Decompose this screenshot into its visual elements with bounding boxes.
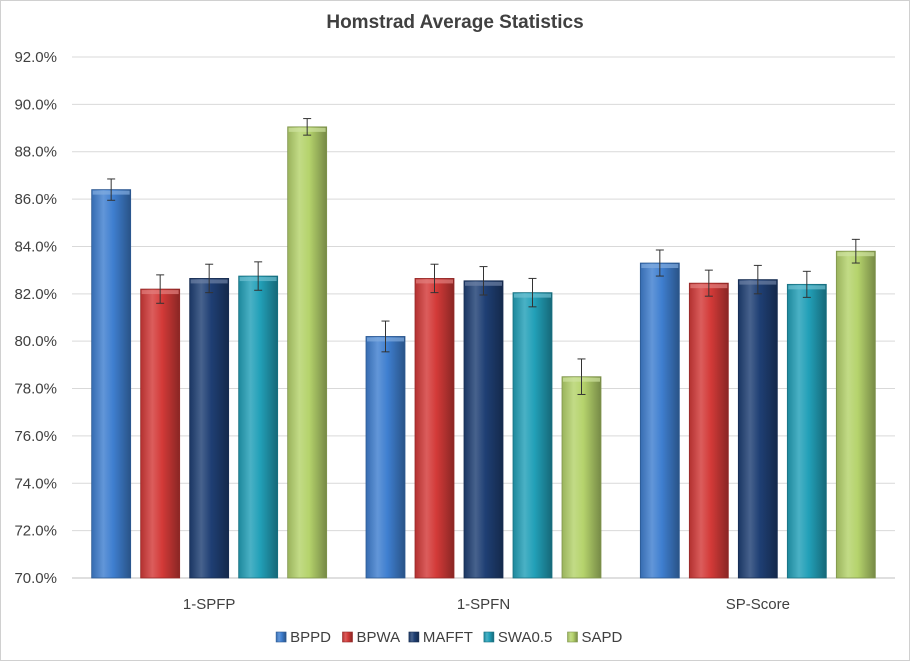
error-bar bbox=[753, 264, 762, 295]
bar-swa0-5-1-spfn bbox=[512, 292, 553, 579]
legend-swatch bbox=[567, 631, 578, 643]
x-axis-categories: 1-SPFP 1-SPFN SP-Score bbox=[183, 596, 790, 613]
error-bar bbox=[205, 263, 214, 294]
bar-bppd-sp-score bbox=[639, 262, 680, 579]
bar-bpwa-sp-score bbox=[688, 282, 729, 579]
legend-label: SWA0.5 bbox=[498, 629, 552, 646]
y-tick-label: 90.0% bbox=[14, 96, 57, 113]
y-tick-label: 70.0% bbox=[14, 570, 57, 587]
bar-swa0-5-1-spfp bbox=[238, 275, 279, 579]
legend-item-sapd: SAPD bbox=[567, 629, 623, 646]
error-bar bbox=[851, 238, 860, 264]
legend-label: SAPD bbox=[582, 629, 623, 646]
error-bar bbox=[479, 266, 488, 296]
bar-mafft-1-spfn bbox=[463, 280, 504, 579]
bar-bppd-1-spfn bbox=[365, 336, 406, 579]
x-category-label: 1-SPFP bbox=[183, 596, 236, 613]
bar-sapd-sp-score bbox=[835, 250, 876, 579]
bar-mafft-1-spfp bbox=[189, 278, 230, 579]
y-tick-label: 84.0% bbox=[14, 238, 57, 255]
y-tick-label: 92.0% bbox=[14, 49, 57, 66]
error-bar bbox=[156, 274, 165, 304]
y-axis-ticks: 70.0% 72.0% 74.0% 76.0% 78.0% 80.0% 82.0% 84.0%… bbox=[14, 49, 57, 587]
legend-item-bpwa: BPWA bbox=[342, 629, 401, 646]
legend-swatch bbox=[408, 631, 420, 643]
error-bar bbox=[107, 178, 116, 201]
chart-title: Homstrad Average Statistics bbox=[326, 12, 584, 33]
y-tick-label: 82.0% bbox=[14, 286, 57, 303]
bar-bppd-1-spfp bbox=[91, 189, 132, 579]
bars bbox=[91, 126, 876, 579]
x-category-label: 1-SPFN bbox=[457, 596, 510, 613]
error-bar bbox=[303, 118, 312, 136]
y-tick-label: 76.0% bbox=[14, 428, 57, 445]
bar-sapd-1-spfp bbox=[287, 126, 328, 579]
y-tick-label: 88.0% bbox=[14, 144, 57, 161]
legend-label: BPPD bbox=[290, 629, 331, 646]
error-bar bbox=[430, 263, 439, 294]
bar-bpwa-1-spfp bbox=[140, 288, 181, 579]
legend-item-bppd: BPPD bbox=[275, 629, 331, 646]
error-bar bbox=[577, 358, 586, 395]
bar-swa0-5-sp-score bbox=[786, 283, 827, 579]
error-bar bbox=[655, 249, 664, 277]
bar-bpwa-1-spfn bbox=[414, 278, 455, 579]
legend-item-swa0-5: SWA0.5 bbox=[483, 629, 552, 646]
legend-swatch bbox=[342, 631, 353, 643]
y-tick-label: 80.0% bbox=[14, 333, 57, 350]
y-tick-label: 78.0% bbox=[14, 381, 57, 398]
error-bar bbox=[254, 261, 263, 291]
bar-sapd-1-spfn bbox=[561, 376, 602, 579]
x-category-label: SP-Score bbox=[726, 596, 790, 613]
error-bar bbox=[528, 277, 537, 308]
error-bar bbox=[381, 320, 390, 353]
bar-mafft-sp-score bbox=[737, 279, 778, 579]
error-bar bbox=[802, 270, 811, 298]
legend-label: BPWA bbox=[357, 629, 401, 646]
legend-label: MAFFT bbox=[423, 629, 473, 646]
legend-swatch bbox=[275, 631, 287, 643]
y-tick-label: 74.0% bbox=[14, 475, 57, 492]
error-bars bbox=[107, 118, 860, 395]
error-bar bbox=[704, 269, 713, 297]
legend-swatch bbox=[483, 631, 495, 643]
legend-item-mafft: MAFFT bbox=[408, 629, 473, 646]
y-tick-label: 72.0% bbox=[14, 523, 57, 540]
y-tick-label: 86.0% bbox=[14, 191, 57, 208]
legend: BPPD BPWA MAFFT SWA0.5 SAPD bbox=[275, 629, 623, 646]
